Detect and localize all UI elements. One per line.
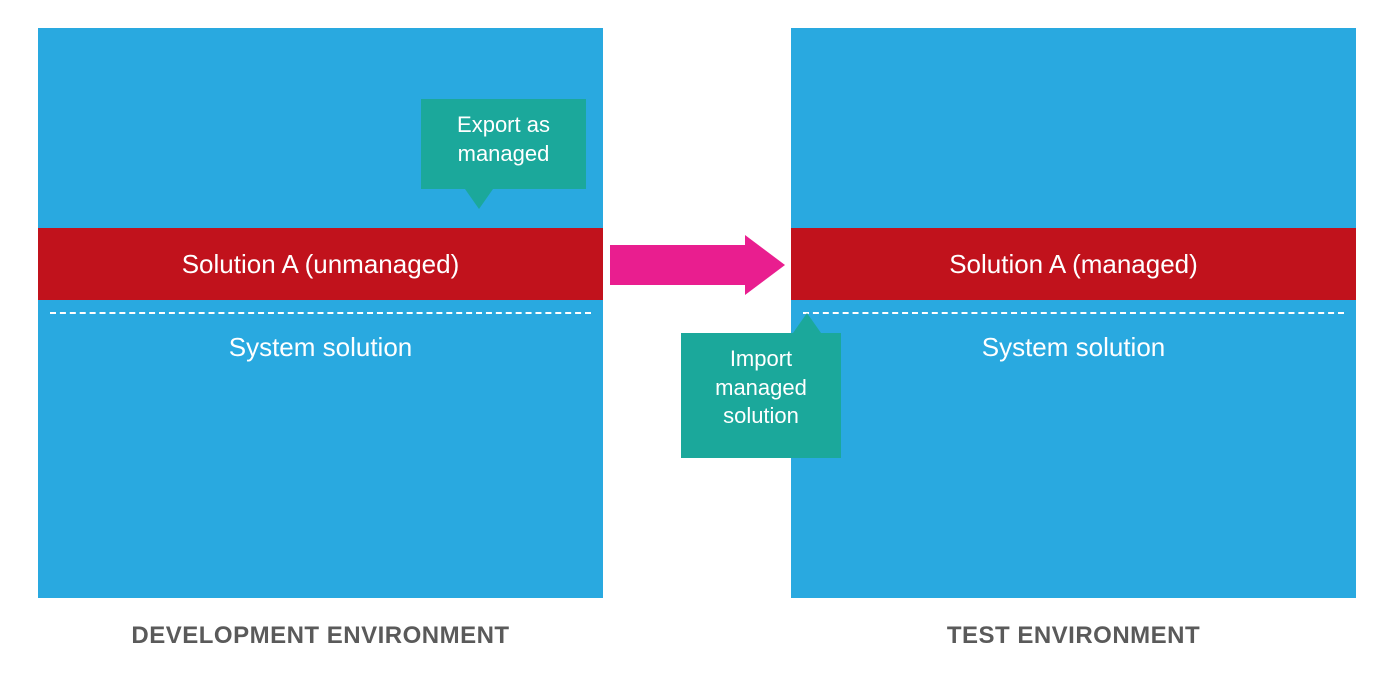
import-callout: Import managed solution	[681, 333, 841, 458]
export-callout-line2: managed	[458, 141, 550, 166]
test-solution-label: Solution A (managed)	[949, 249, 1198, 280]
test-solution-band: Solution A (managed)	[791, 228, 1356, 300]
import-callout-tail	[793, 313, 821, 333]
transfer-arrow-head	[745, 235, 785, 295]
import-callout-line2: managed	[715, 375, 807, 400]
dev-solution-band: Solution A (unmanaged)	[38, 228, 603, 300]
dev-environment-title: DEVELOPMENT ENVIRONMENT	[38, 622, 603, 650]
export-callout: Export as managed	[421, 99, 586, 189]
export-callout-tail	[465, 189, 493, 209]
test-system-solution-label: System solution	[791, 332, 1356, 363]
test-divider	[803, 312, 1344, 314]
test-system-solution-text: System solution	[982, 332, 1166, 362]
test-environment-title: TEST ENVIRONMENT	[791, 622, 1356, 650]
transfer-arrow-body	[610, 245, 745, 285]
dev-system-solution-text: System solution	[229, 332, 413, 362]
dev-solution-label: Solution A (unmanaged)	[182, 249, 460, 280]
dev-system-solution-label: System solution	[38, 332, 603, 363]
import-callout-line3: solution	[723, 403, 799, 428]
export-callout-line1: Export as	[457, 112, 550, 137]
dev-divider	[50, 312, 591, 314]
dev-environment-title-text: DEVELOPMENT ENVIRONMENT	[131, 622, 509, 649]
import-callout-line1: Import	[730, 346, 792, 371]
test-environment-title-text: TEST ENVIRONMENT	[947, 622, 1200, 649]
